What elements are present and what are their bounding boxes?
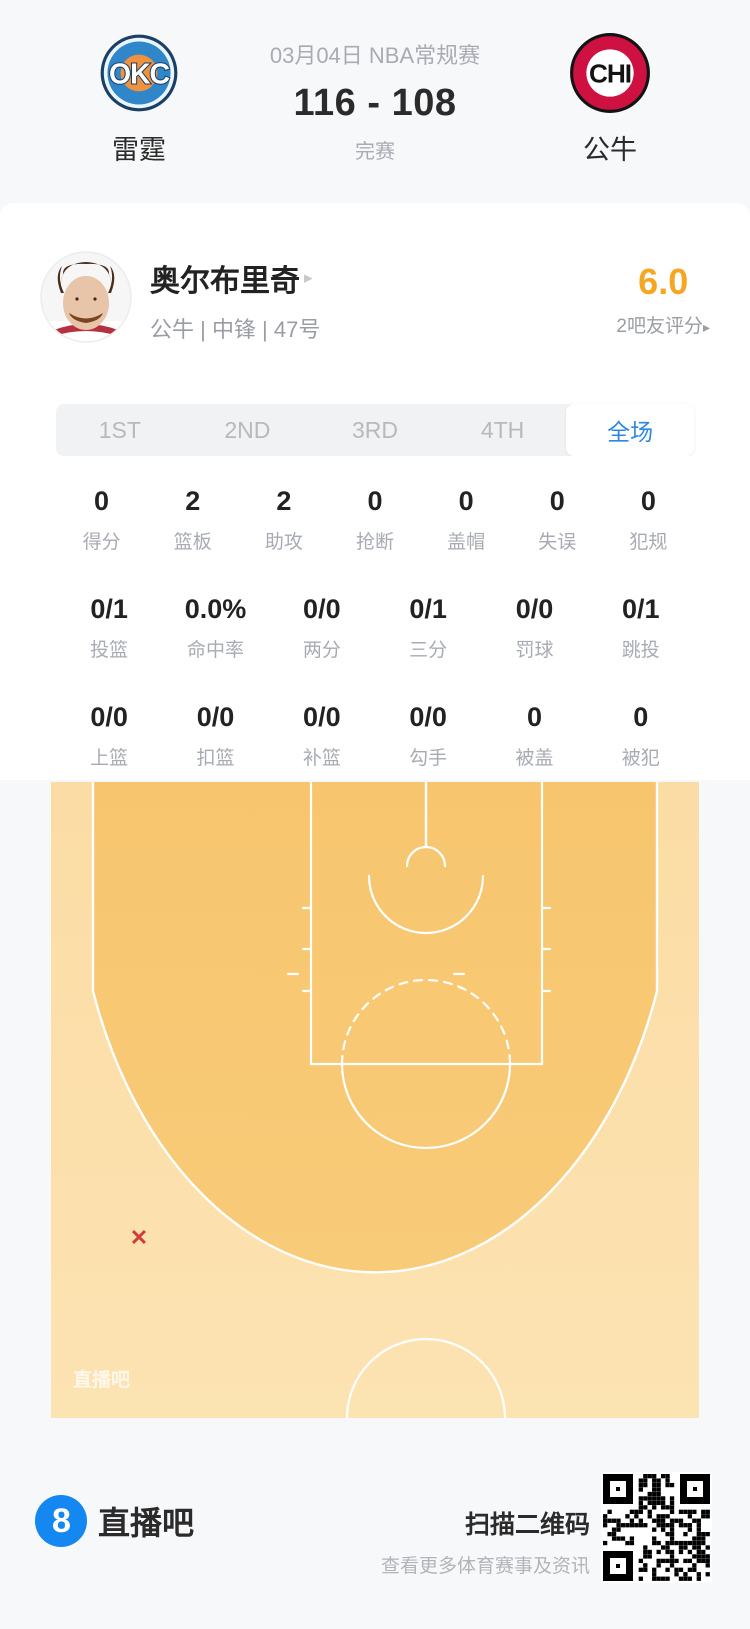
svg-text:8: 8: [52, 1502, 71, 1540]
